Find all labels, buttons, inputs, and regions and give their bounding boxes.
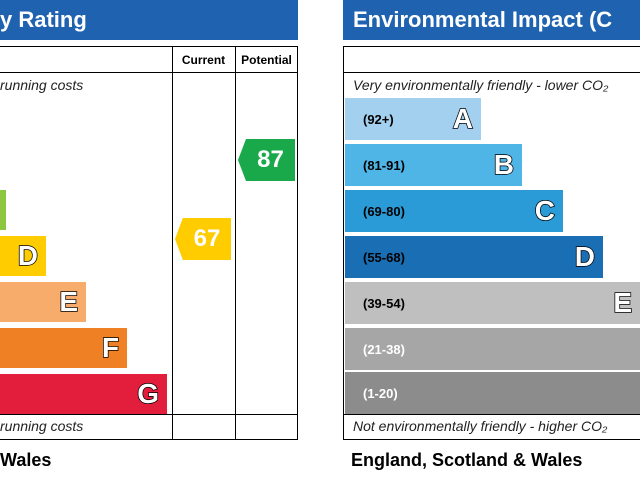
env-band-e: (39-54) E xyxy=(345,282,640,324)
env-band-g-range: (1-20) xyxy=(363,385,398,401)
energy-band-d: D xyxy=(0,236,46,276)
environmental-bottom-rule xyxy=(343,414,640,415)
energy-band-g: G xyxy=(0,374,167,414)
current-rating-value: 67 xyxy=(193,225,221,252)
current-column-header: Current xyxy=(181,53,226,67)
energy-band-e-letter: E xyxy=(59,285,79,318)
energy-rating-frame xyxy=(0,46,298,440)
env-band-d: (55-68) D xyxy=(345,236,603,278)
energy-band-e: E xyxy=(0,282,86,322)
potential-rating-value: 87 xyxy=(257,146,284,173)
potential-column-header: Potential xyxy=(241,53,292,67)
environmental-footer-region: England, Scotland & Wales xyxy=(351,450,583,470)
energy-potential-divider xyxy=(235,46,236,440)
env-band-c-range: (69-80) xyxy=(363,203,405,219)
energy-header-rule xyxy=(0,72,298,73)
environmental-impact-frame xyxy=(343,46,640,440)
env-band-c-letter: C xyxy=(534,194,556,227)
env-band-a-letter: A xyxy=(452,102,474,135)
energy-rating-title: y Rating xyxy=(0,7,87,32)
environmental-top-note: Very environmentally friendly - lower CO… xyxy=(353,77,609,93)
env-band-e-range: (39-54) xyxy=(363,295,405,311)
env-band-a: (92+) A xyxy=(345,98,481,140)
env-band-b: (81-91) B xyxy=(345,144,522,186)
potential-rating-arrow: 87 xyxy=(238,139,295,181)
env-band-g: (1-20) xyxy=(345,372,640,414)
env-band-b-range: (81-91) xyxy=(363,157,405,173)
env-band-b-letter: B xyxy=(493,148,515,181)
env-band-d-letter: D xyxy=(574,240,596,273)
env-band-d-range: (55-68) xyxy=(363,249,405,265)
energy-band-c xyxy=(0,190,6,230)
energy-footer-region: Wales xyxy=(0,450,52,470)
energy-band-f: F xyxy=(0,328,127,368)
env-band-f-range: (21-38) xyxy=(363,341,405,357)
energy-rating-header: y Rating xyxy=(0,0,298,40)
current-rating-arrow: 67 xyxy=(175,218,231,260)
env-band-f: (21-38) xyxy=(345,328,640,370)
env-band-c: (69-80) C xyxy=(345,190,563,232)
energy-current-divider xyxy=(172,46,173,440)
energy-bottom-note: running costs xyxy=(0,418,84,434)
env-band-e-letter: E xyxy=(613,286,633,319)
energy-band-g-letter: G xyxy=(136,377,159,410)
environmental-impact-title: Environmental Impact (C xyxy=(353,7,613,32)
environmental-bottom-note: Not environmentally friendly - higher CO… xyxy=(353,418,608,434)
environmental-impact-header: Environmental Impact (C xyxy=(343,0,640,40)
energy-bottom-rule xyxy=(0,414,298,415)
energy-top-note: running costs xyxy=(0,77,84,93)
energy-band-d-letter: D xyxy=(17,239,39,272)
energy-band-f-letter: F xyxy=(101,331,120,364)
env-band-a-range: (92+) xyxy=(363,111,394,127)
environmental-header-rule xyxy=(343,72,640,73)
